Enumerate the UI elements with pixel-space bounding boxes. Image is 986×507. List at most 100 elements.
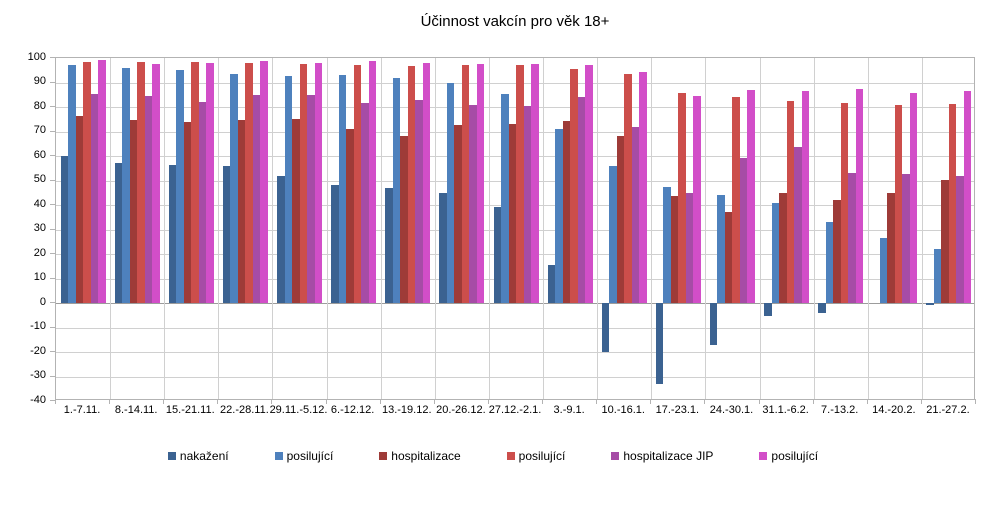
bar-series6-cat1 — [98, 60, 106, 303]
legend-label: hospitalizace — [391, 449, 461, 463]
bar-series2-cat4 — [230, 73, 238, 303]
bar-series4-cat2 — [137, 61, 145, 303]
y-axis-tick — [50, 106, 55, 107]
y-gridline — [56, 376, 974, 378]
bar-series1-cat6 — [331, 185, 339, 303]
bar-series4-cat3 — [191, 61, 199, 303]
x-axis-category-label: 1.-7.11. — [63, 404, 101, 416]
bar-series2-cat12 — [663, 186, 671, 303]
x-axis-category-label: 21.-27.2. — [926, 404, 970, 416]
legend-item-series3: hospitalizace — [379, 449, 461, 463]
bar-series1-cat17 — [926, 303, 934, 306]
x-axis-tick — [542, 399, 544, 404]
bar-series6-cat3 — [206, 63, 214, 303]
bar-series2-cat7 — [392, 77, 401, 303]
bar-series6-cat12 — [693, 96, 701, 303]
x-axis-tick — [596, 399, 598, 404]
y-axis-tick-label: 40 — [33, 197, 46, 210]
bar-series6-cat16 — [909, 93, 918, 303]
x-axis-tick — [487, 399, 489, 404]
y-axis-tick-label: 0 — [39, 295, 46, 308]
x-gridline — [705, 58, 707, 399]
bar-series3-cat8 — [454, 125, 462, 303]
bar-series3-cat7 — [400, 135, 408, 303]
bar-series3-cat6 — [346, 129, 354, 303]
bar-series6-cat9 — [531, 64, 539, 303]
bar-series5-cat13 — [739, 157, 748, 303]
x-gridline — [380, 58, 382, 399]
bar-series6-cat11 — [639, 72, 647, 303]
y-axis-tick-label: 10 — [33, 271, 46, 283]
x-axis-tick — [379, 399, 381, 404]
legend-color-swatch — [379, 452, 388, 460]
bar-series5-cat1 — [90, 93, 99, 303]
legend-color-swatch — [506, 452, 515, 460]
bar-series2-cat2 — [122, 67, 130, 303]
bar-series6-cat17 — [963, 91, 972, 303]
y-axis-tick — [50, 179, 55, 181]
bar-series5-cat4 — [252, 94, 261, 303]
y-axis-tick-label: 50 — [33, 173, 46, 185]
x-gridline — [651, 58, 653, 399]
bar-series2-cat10 — [555, 129, 563, 303]
bar-series1-cat15 — [818, 303, 826, 313]
bar-series6-cat2 — [152, 64, 160, 303]
x-axis-tick — [109, 399, 111, 404]
bar-series3-cat3 — [183, 121, 192, 303]
x-gridline — [218, 58, 220, 399]
bar-series6-cat13 — [747, 89, 755, 303]
bar-series1-cat1 — [60, 156, 69, 303]
x-axis-category-label: 20.-26.12. — [436, 404, 486, 416]
bar-series2-cat8 — [446, 82, 455, 303]
x-axis-tick — [975, 399, 976, 404]
bar-series2-cat16 — [879, 238, 888, 303]
x-axis-category-label: 10.-16.1. — [601, 404, 645, 416]
x-gridline — [326, 58, 328, 399]
bar-series4-cat14 — [786, 101, 795, 303]
bar-series2-cat17 — [933, 249, 942, 303]
y-gridline — [56, 82, 974, 84]
bar-series4-cat16 — [894, 104, 903, 303]
y-axis-tick-label: 20 — [33, 246, 46, 259]
bar-series4-cat12 — [678, 93, 686, 303]
bar-series2-cat3 — [176, 70, 184, 303]
bar-series3-cat17 — [941, 179, 949, 303]
x-axis-tick — [55, 399, 56, 404]
y-axis-tick — [50, 253, 55, 254]
bar-series5-cat6 — [361, 103, 369, 303]
bar-series3-cat2 — [129, 120, 138, 303]
bar-series3-cat16 — [887, 192, 895, 303]
bar-series5-cat7 — [415, 100, 423, 303]
y-axis-tick-label: 70 — [33, 124, 46, 136]
chart-title: Účinnost vakcín pro věk 18+ — [420, 13, 610, 30]
x-axis-category-label: 17.-23.1. — [655, 404, 700, 416]
legend-color-swatch — [167, 452, 176, 460]
y-axis-tick — [50, 302, 55, 303]
legend-label: posilující — [771, 449, 819, 463]
bar-series4-cat7 — [407, 65, 416, 303]
bar-series4-cat13 — [732, 97, 740, 303]
legend: nakažení posilující hospitalizace posilujíc… — [0, 449, 986, 463]
y-axis-tick — [50, 277, 55, 279]
y-gridline — [56, 352, 974, 353]
bar-series5-cat2 — [144, 95, 153, 303]
y-axis-tick — [50, 204, 55, 205]
bar-series4-cat17 — [948, 104, 957, 303]
x-gridline — [759, 58, 761, 399]
bar-series1-cat12 — [655, 303, 664, 384]
bar-series4-cat15 — [840, 103, 849, 303]
bar-series3-cat5 — [292, 118, 300, 303]
bar-series5-cat12 — [685, 192, 694, 303]
bar-series4-cat4 — [245, 62, 253, 303]
bar-series4-cat6 — [353, 64, 362, 303]
y-axis-tick-label: 30 — [33, 222, 46, 234]
x-gridline — [434, 58, 436, 399]
legend-color-swatch — [759, 452, 768, 460]
x-axis-category-label: 6.-12.12. — [330, 404, 375, 416]
x-axis-category-label: 22.-28.11. — [220, 404, 269, 416]
y-axis-tick — [50, 351, 55, 352]
legend-item-series1: nakažení — [167, 449, 229, 463]
x-axis-tick — [758, 399, 760, 404]
bar-series5-cat14 — [794, 146, 802, 303]
